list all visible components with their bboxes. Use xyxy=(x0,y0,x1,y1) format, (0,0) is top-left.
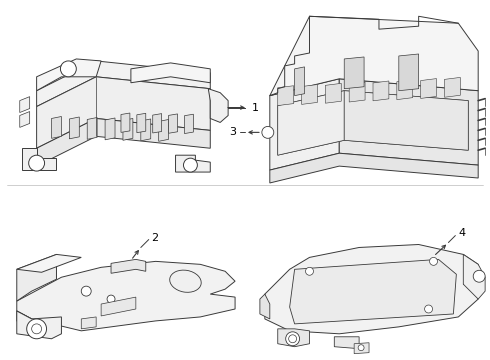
Polygon shape xyxy=(22,148,56,170)
Polygon shape xyxy=(17,261,235,331)
Polygon shape xyxy=(208,89,228,122)
Polygon shape xyxy=(51,117,61,138)
Polygon shape xyxy=(344,57,364,89)
Text: 4: 4 xyxy=(458,228,466,238)
Polygon shape xyxy=(260,294,270,319)
Circle shape xyxy=(107,295,115,303)
Polygon shape xyxy=(70,117,79,139)
Polygon shape xyxy=(20,112,30,127)
Polygon shape xyxy=(444,77,460,97)
Circle shape xyxy=(81,286,91,296)
Text: 1: 1 xyxy=(252,103,259,113)
Circle shape xyxy=(29,155,45,171)
Polygon shape xyxy=(399,54,418,91)
Polygon shape xyxy=(101,297,136,316)
Polygon shape xyxy=(301,85,318,104)
Polygon shape xyxy=(184,114,194,134)
Circle shape xyxy=(289,335,296,343)
Circle shape xyxy=(32,324,42,334)
Polygon shape xyxy=(339,79,478,165)
Circle shape xyxy=(306,267,314,275)
Polygon shape xyxy=(37,61,210,107)
Polygon shape xyxy=(334,337,359,349)
Circle shape xyxy=(183,158,197,172)
Polygon shape xyxy=(354,343,369,354)
Circle shape xyxy=(26,319,47,339)
Polygon shape xyxy=(290,260,456,324)
Polygon shape xyxy=(37,59,101,91)
Circle shape xyxy=(286,332,299,346)
Polygon shape xyxy=(81,317,96,329)
Polygon shape xyxy=(17,255,81,272)
Polygon shape xyxy=(17,255,56,301)
Polygon shape xyxy=(17,311,32,331)
Polygon shape xyxy=(265,244,478,334)
Polygon shape xyxy=(87,117,97,139)
Polygon shape xyxy=(270,16,478,96)
Polygon shape xyxy=(270,79,339,170)
Polygon shape xyxy=(153,114,162,133)
Polygon shape xyxy=(169,114,177,133)
Polygon shape xyxy=(373,81,389,101)
Polygon shape xyxy=(344,91,468,150)
Text: 3: 3 xyxy=(229,127,236,138)
Polygon shape xyxy=(278,91,344,155)
Polygon shape xyxy=(278,329,310,347)
Polygon shape xyxy=(397,80,413,100)
Polygon shape xyxy=(420,78,437,98)
Polygon shape xyxy=(20,96,30,113)
Circle shape xyxy=(262,126,274,138)
Polygon shape xyxy=(111,260,146,273)
Polygon shape xyxy=(464,255,485,299)
Polygon shape xyxy=(105,118,115,140)
Polygon shape xyxy=(278,91,468,155)
Polygon shape xyxy=(131,63,210,83)
Circle shape xyxy=(473,270,485,282)
Polygon shape xyxy=(37,77,210,148)
Circle shape xyxy=(60,61,76,77)
Circle shape xyxy=(425,305,433,313)
Polygon shape xyxy=(37,118,210,166)
Text: 2: 2 xyxy=(151,233,158,243)
Polygon shape xyxy=(278,86,294,105)
Polygon shape xyxy=(325,84,341,103)
Polygon shape xyxy=(175,155,210,172)
Polygon shape xyxy=(349,82,365,102)
Polygon shape xyxy=(270,153,478,183)
Polygon shape xyxy=(17,311,61,339)
Polygon shape xyxy=(123,118,133,140)
Polygon shape xyxy=(137,113,146,133)
Ellipse shape xyxy=(170,270,201,292)
Polygon shape xyxy=(141,119,151,141)
Polygon shape xyxy=(159,120,169,141)
Polygon shape xyxy=(294,67,305,96)
Circle shape xyxy=(430,257,438,265)
Polygon shape xyxy=(121,113,130,132)
Circle shape xyxy=(358,345,364,351)
